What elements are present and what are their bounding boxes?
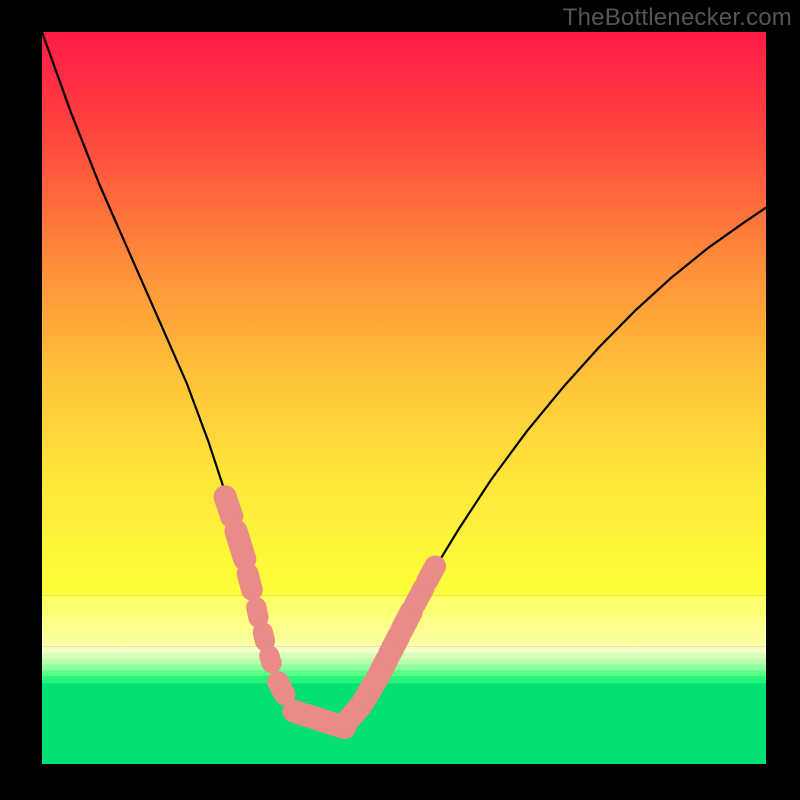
highlight-capsule xyxy=(402,612,411,630)
highlight-capsule xyxy=(256,607,258,617)
highlight-capsule xyxy=(427,566,435,581)
highlight-capsule xyxy=(225,497,232,517)
chart-plot-area xyxy=(42,32,766,764)
watermark-text: TheBottlenecker.com xyxy=(563,4,792,32)
highlight-capsule xyxy=(278,682,285,694)
highlight-capsule xyxy=(248,574,252,590)
highlight-capsule xyxy=(263,632,265,641)
chart-svg xyxy=(42,32,766,764)
highlight-capsule xyxy=(294,711,345,727)
highlight-capsule xyxy=(269,656,271,663)
highlight-capsule xyxy=(415,588,424,604)
highlight-capsule xyxy=(236,531,245,559)
